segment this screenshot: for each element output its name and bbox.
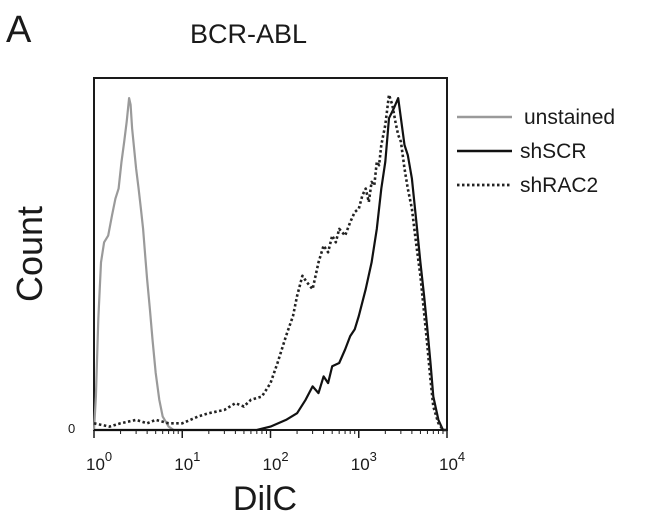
series-layer (92, 93, 447, 432)
x-tick-label: 102 (263, 449, 289, 474)
chart-title: BCR-ABL (190, 19, 307, 49)
legend-label-shrac2: shRAC2 (520, 174, 598, 197)
legend-label-unstained: unstained (524, 106, 615, 129)
x-axis-label: DilC (233, 480, 297, 518)
y-axis-ticks: 0 (68, 421, 75, 436)
series-line-unstained (92, 96, 183, 432)
panel-label: A (6, 9, 32, 51)
legend: unstained shSCR shRAC2 (457, 106, 615, 197)
x-tick-label: 100 (86, 449, 112, 474)
series-line-shscr (94, 96, 447, 432)
y-axis-label: Count (9, 206, 50, 302)
plot-frame (93, 77, 448, 431)
x-tick-label: 101 (174, 449, 200, 474)
x-tick-label: 103 (351, 449, 377, 474)
series-line-shrac2 (93, 93, 447, 432)
x-axis-ticks: 100 101 102 103 104 (86, 430, 465, 474)
legend-label-shscr: shSCR (520, 140, 587, 163)
y-tick-label: 0 (68, 421, 75, 436)
x-tick-label: 104 (439, 449, 465, 474)
